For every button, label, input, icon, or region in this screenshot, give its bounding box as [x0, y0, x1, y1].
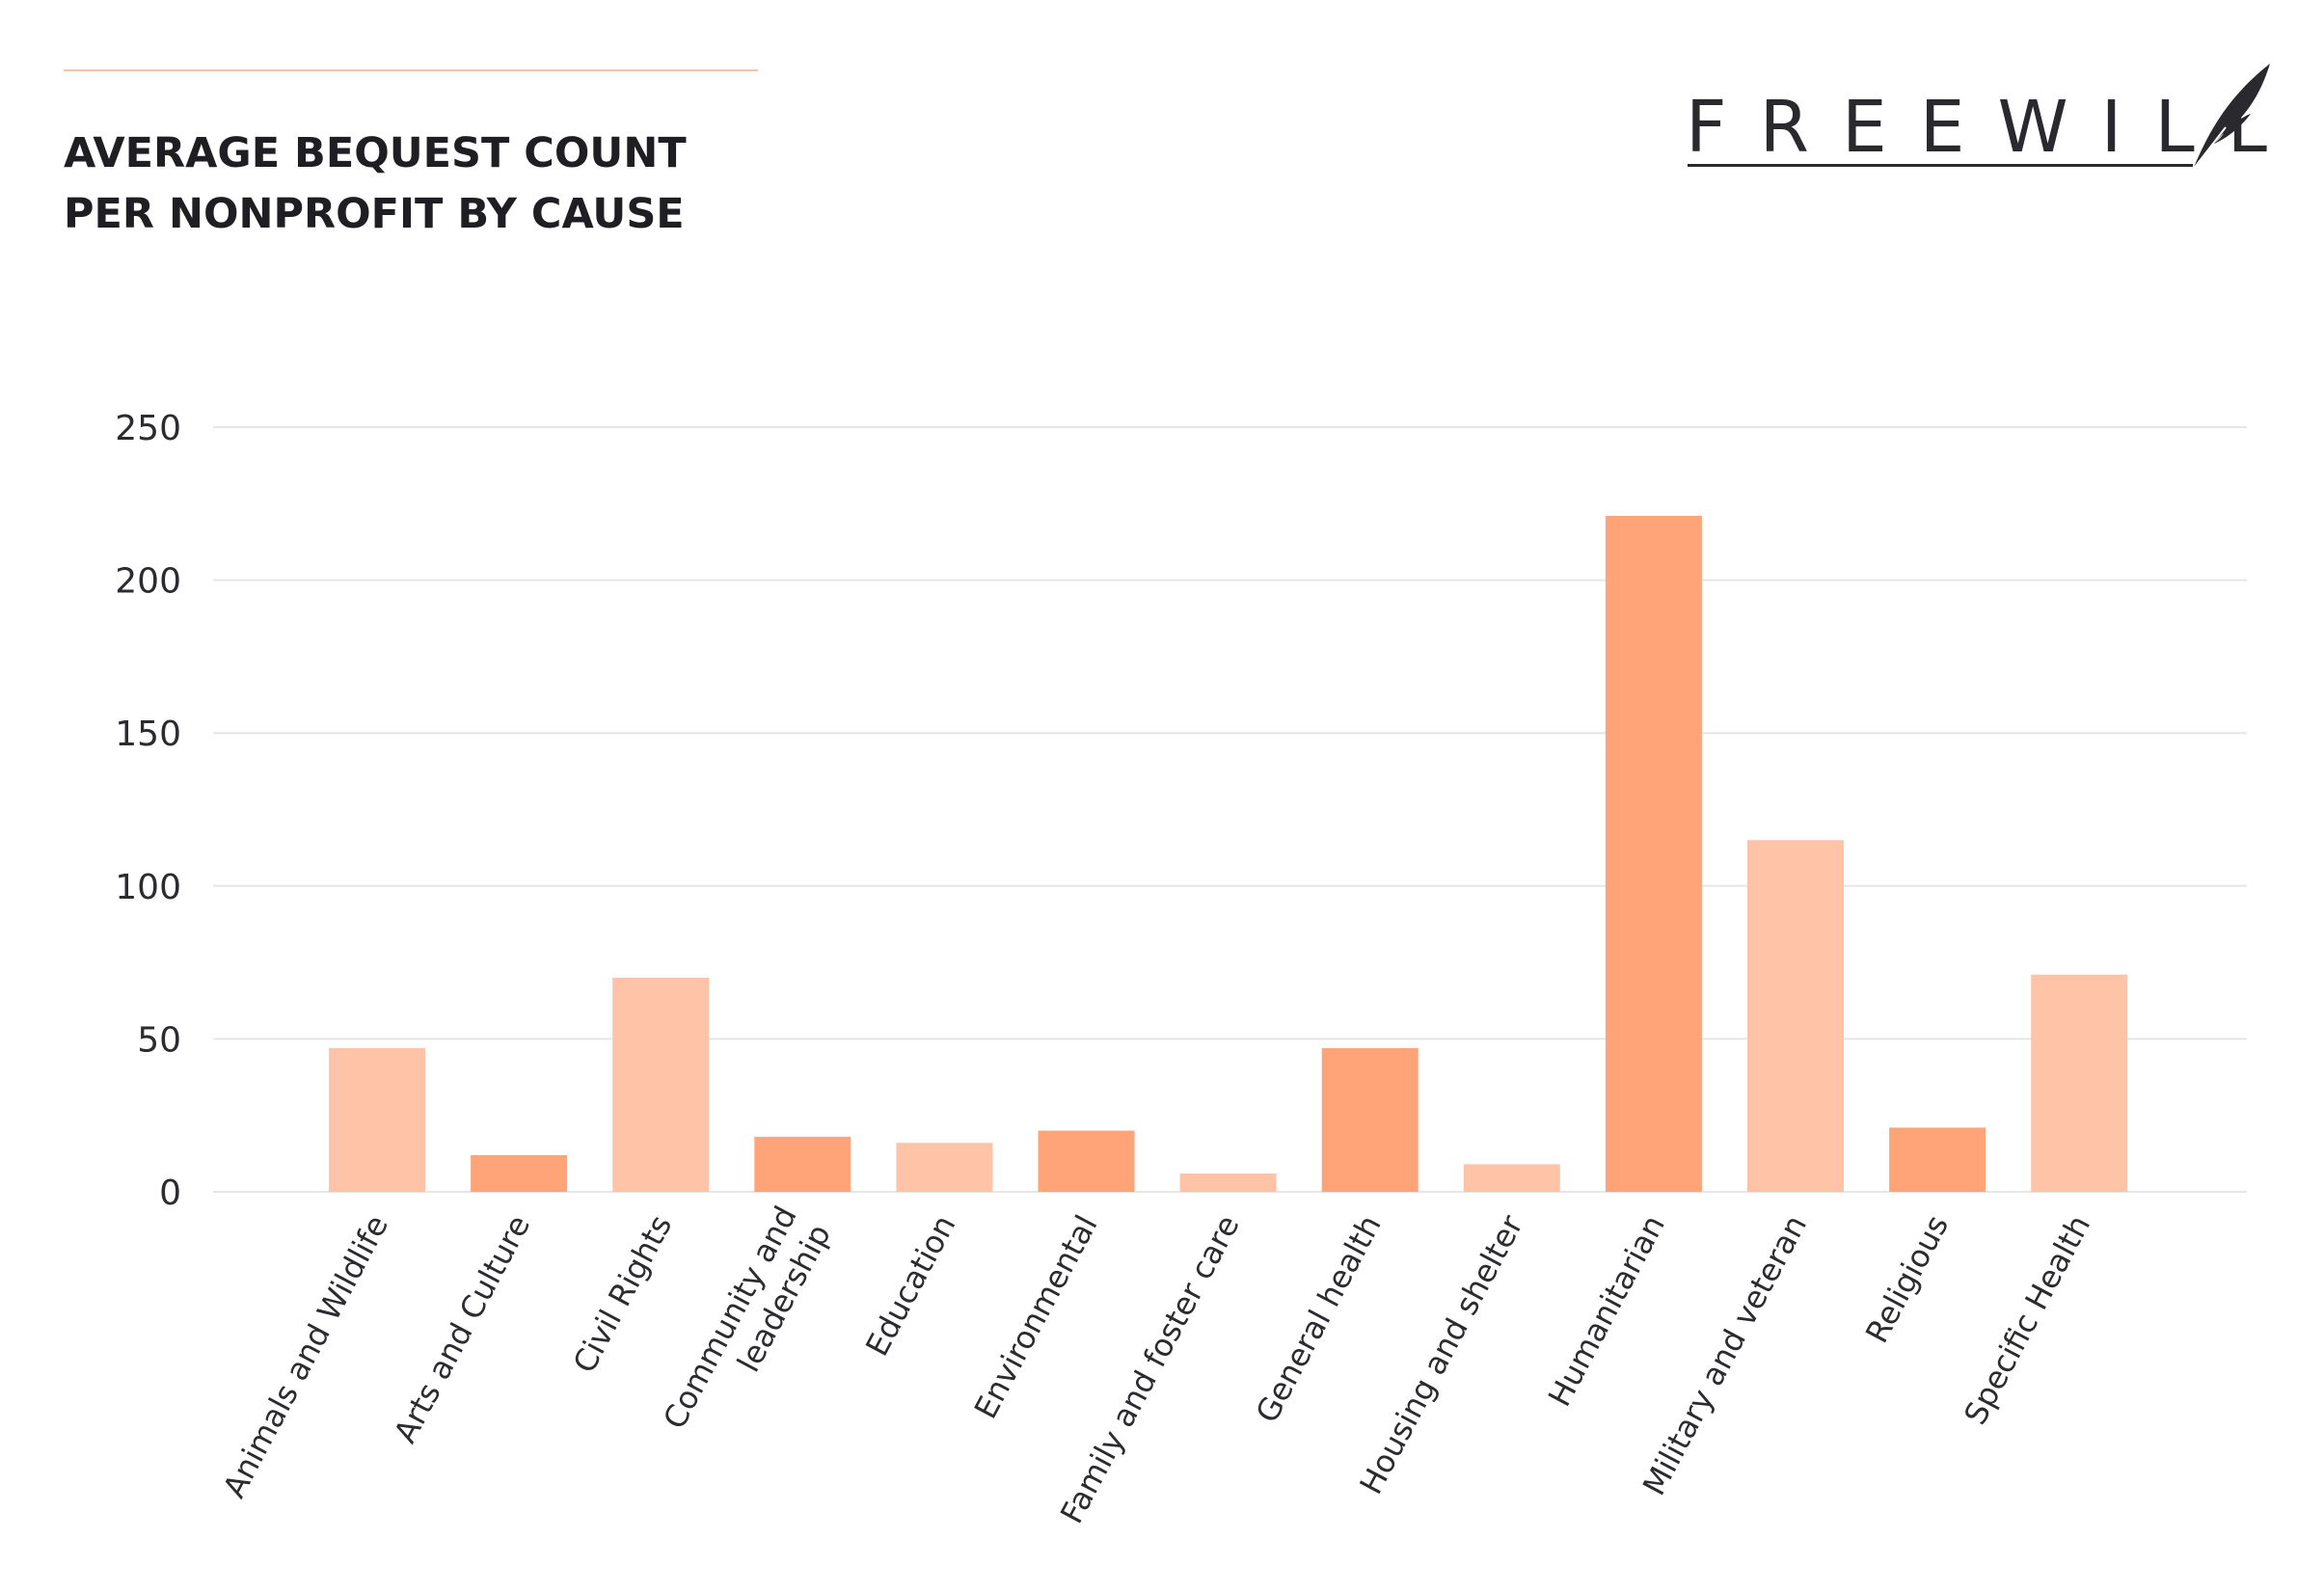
bar-civil-rights: [612, 977, 710, 1192]
y-axis-ticks: 0 50 100 150 200 250: [115, 409, 181, 1213]
x-tick-label: Specific Health: [1957, 1209, 2097, 1431]
y-tick-label: 150: [115, 715, 181, 754]
bar-education: [896, 1143, 993, 1192]
x-tick-label: Civil Rights: [566, 1209, 680, 1379]
chart-title-line-1: AVERAGE BEQUEST COUNT: [64, 129, 687, 177]
x-tick-label: Housing and shelter: [1352, 1208, 1530, 1499]
bar-humanitarian: [1605, 515, 1702, 1192]
bar-family-and-foster-care: [1179, 1173, 1277, 1192]
bar-animals-and-wildlife: [329, 1047, 425, 1192]
y-tick-label: 50: [137, 1020, 181, 1060]
bars: [329, 515, 2128, 1192]
x-tick-label: Religious: [1858, 1209, 1956, 1349]
title-accent-rule: [64, 69, 758, 71]
x-tick-label: Humanitarian: [1541, 1209, 1672, 1413]
bar-specific-health: [2031, 974, 2128, 1192]
quill-feather-icon: [2192, 64, 2270, 171]
bar-military-and-veteran: [1747, 840, 1844, 1192]
x-tick-label: Environmental: [967, 1209, 1105, 1424]
chart-title-line-2: PER NONPROFIT BY CAUSE: [64, 190, 685, 238]
bar-religious: [1889, 1127, 1986, 1192]
logo-underline: [1688, 164, 2193, 167]
x-tick-label: General health: [1249, 1209, 1389, 1429]
y-tick-label: 0: [159, 1174, 181, 1213]
x-tick-label: Military and veteran: [1635, 1209, 1814, 1501]
y-tick-label: 100: [115, 868, 181, 907]
logo-wordmark: FREEWILL: [1686, 86, 2300, 169]
x-tick-label: Arts and Culture: [387, 1209, 537, 1449]
chart-title: AVERAGE BEQUEST COUNT PER NONPROFIT BY C…: [64, 123, 797, 245]
x-tick-label: Education: [858, 1209, 962, 1363]
y-tick-label: 250: [115, 409, 181, 448]
freewill-logo: FREEWILL: [1686, 60, 2283, 175]
bar-housing-and-shelter: [1463, 1164, 1560, 1192]
bar-general-health: [1321, 1047, 1419, 1192]
x-tick-label: Animals and Wildlife: [216, 1209, 395, 1503]
x-tick-label: Community andleadership: [656, 1201, 838, 1453]
bar-environmental: [1038, 1130, 1135, 1192]
grid-lines: [213, 426, 2247, 1193]
y-tick-label: 200: [115, 562, 181, 602]
bar-arts-and-culture: [471, 1154, 568, 1192]
bar-community-and-leadership: [754, 1136, 851, 1192]
